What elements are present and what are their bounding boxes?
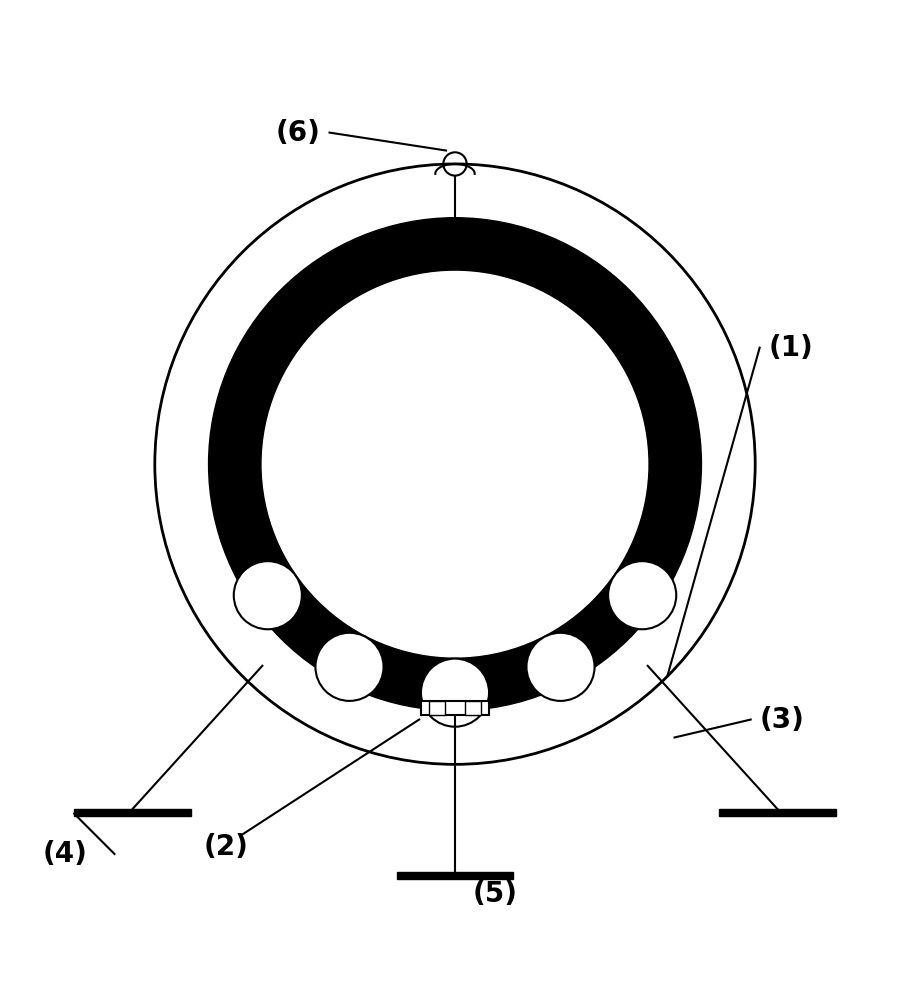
Text: (1): (1) bbox=[769, 334, 814, 362]
Text: (6): (6) bbox=[276, 119, 320, 147]
Circle shape bbox=[316, 633, 383, 701]
Circle shape bbox=[262, 271, 648, 657]
Text: (3): (3) bbox=[760, 706, 804, 734]
Text: (4): (4) bbox=[43, 840, 87, 868]
Circle shape bbox=[421, 659, 489, 727]
Bar bbox=[421, 701, 489, 715]
Circle shape bbox=[527, 633, 594, 701]
Text: (2): (2) bbox=[204, 833, 249, 861]
Bar bbox=[429, 701, 445, 715]
Bar bbox=[397, 872, 513, 879]
Bar bbox=[465, 701, 481, 715]
Circle shape bbox=[208, 218, 702, 711]
Bar bbox=[74, 809, 191, 816]
Circle shape bbox=[234, 561, 302, 629]
Text: (5): (5) bbox=[473, 880, 518, 908]
Bar bbox=[719, 809, 836, 816]
Circle shape bbox=[608, 561, 676, 629]
